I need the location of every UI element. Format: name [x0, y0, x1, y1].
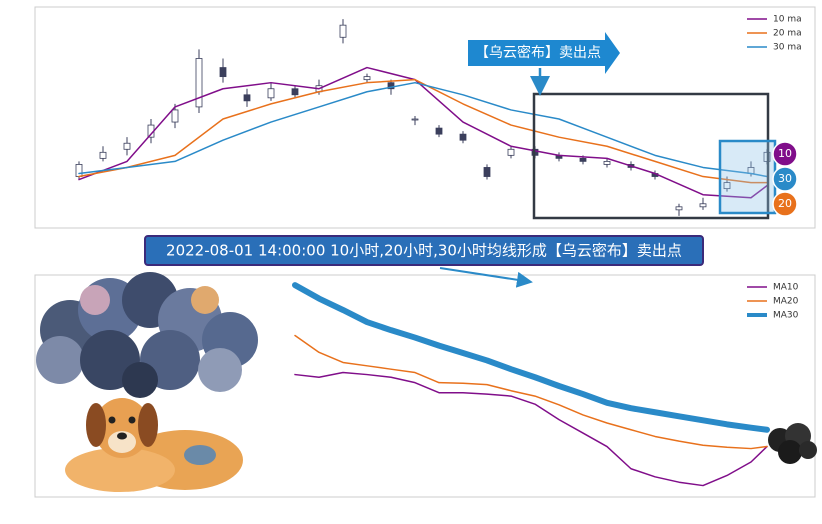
candle-body [411, 118, 419, 121]
marker-label: 20 [778, 197, 792, 210]
marker [772, 191, 798, 217]
highlight-box [532, 92, 770, 220]
decorations: 【乌云密布】卖出点 10 30 20 2022-08-01 14:00:00 1… [36, 32, 817, 492]
candle-body [699, 203, 707, 208]
storm-icon [768, 423, 817, 464]
candle-body [507, 148, 515, 156]
candle-body [387, 82, 395, 90]
legend-label: MA20 [773, 297, 799, 307]
candle-body [267, 88, 275, 99]
candle-body [75, 164, 83, 177]
arrow [439, 267, 533, 288]
cloud-illustration [36, 272, 258, 398]
candle-body [435, 127, 443, 135]
ma-line [292, 282, 770, 433]
marker [772, 166, 798, 192]
marker-label: 30 [778, 172, 792, 185]
candle-body [219, 67, 227, 78]
annotation-box [468, 32, 620, 74]
candle-body [363, 76, 371, 81]
candle-body [675, 206, 683, 211]
marker [772, 141, 798, 167]
legend-label: MA30 [773, 311, 799, 321]
candle-body [99, 151, 107, 159]
candle-body [171, 109, 179, 123]
top-plot-frame [34, 6, 816, 229]
candle-body [243, 94, 251, 102]
legend-label: 20 ma [773, 29, 802, 39]
banner-text: 2022-08-01 14:00:00 10小时,20小时,30小时均线形成【乌… [166, 242, 682, 260]
candle-body [339, 24, 347, 38]
candle-body [723, 182, 731, 190]
legend-label: MA10 [773, 283, 799, 293]
candle-body [603, 160, 611, 165]
ma-line [78, 66, 768, 199]
candle-body [291, 88, 299, 96]
ma-line [294, 334, 768, 450]
ma-line [78, 78, 768, 184]
legend-label: 10 ma [773, 15, 802, 25]
marks [75, 19, 771, 487]
ma-line [294, 371, 768, 487]
candle-body [579, 157, 587, 162]
legend-label: 30 ma [773, 43, 802, 53]
marker-label: 10 [778, 147, 792, 160]
ma-line [78, 81, 768, 178]
banner [144, 235, 704, 266]
focus-box [718, 139, 777, 215]
candle-body [459, 133, 467, 141]
dog-illustration [65, 398, 243, 492]
candle-body [483, 167, 491, 177]
labels: 10 ma 20 ma 30 ma MA10 MA20 MA30 [747, 15, 802, 321]
candle-body [195, 58, 203, 108]
annotation: 【乌云密布】卖出点 [475, 44, 601, 61]
candle-body [123, 142, 131, 150]
